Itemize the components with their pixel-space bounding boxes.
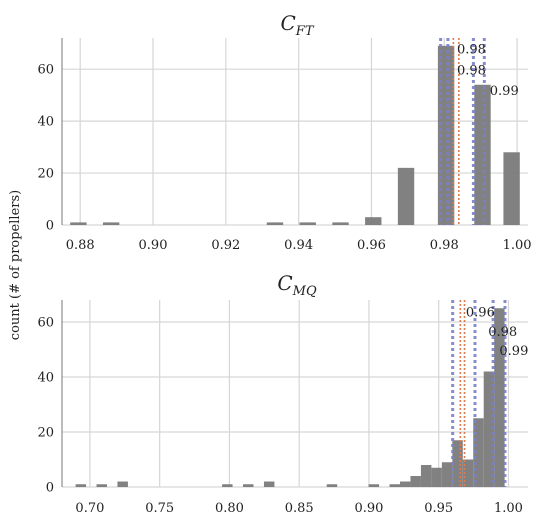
cft-y-tick-label-1: 20 [37,167,54,182]
cft-bar-7 [437,45,455,225]
panel-title-cmq: CMQ [277,271,317,299]
cmq-y-tick-label-2: 40 [37,371,54,386]
cmq-y-tick-label-3: 60 [37,316,54,331]
cmq-bar-18 [494,308,505,487]
cmq-bar-4 [243,484,254,487]
cft-x-tick-label-0: 0.88 [66,238,95,253]
cft-y-tick-label-2: 40 [37,115,54,130]
cft-annotation-0: 0.98 [457,43,486,58]
cmq-bar-11 [420,465,432,487]
cft-bar-1 [102,222,120,225]
cft-x-tick-label-1: 0.90 [139,238,168,253]
cmq-bar-10 [410,476,421,487]
cft-annotation-2: 0.99 [490,84,519,99]
cmq-x-tick-label-2: 0.80 [215,501,244,516]
cft-bar-9 [503,152,520,225]
cmq-bar-6 [326,484,338,487]
cmq-bar-0 [75,484,87,487]
cmq-bar-8 [389,484,400,487]
panel-title-cmq-sub: MQ [292,284,317,299]
cft-x-tick-label-6: 1.00 [503,238,532,253]
panel-cmq: CMQ 0.96 0.98 0.99 0.70 0.75 0.80 0.85 0.90 0.95… [37,271,528,516]
cmq-y-tick-label-0: 0 [46,481,54,496]
cmq-bar-14 [452,440,463,487]
cft-bar-2 [266,222,284,225]
cmq-y-tick-label-1: 20 [37,426,54,441]
cft-y-tick-label-0: 0 [46,219,54,234]
cmq-bar-7 [368,484,380,487]
cft-y-tick-label-3: 60 [37,63,54,78]
cmq-annotation-2: 0.99 [499,344,528,359]
cmq-bar-2 [117,481,128,487]
cmq-x-tick-label-3: 0.85 [285,501,314,516]
cmq-bar-12 [431,467,442,487]
cmq-annotation-1: 0.98 [488,325,517,340]
panel-title-cft-main: C [280,11,295,35]
cft-bar-3 [299,222,316,225]
cmq-x-tick-label-5: 0.95 [424,501,453,516]
cft-bar-4 [332,222,349,225]
panel-title-cmq-main: C [277,271,292,295]
cmq-x-tick-label-1: 0.75 [145,501,174,516]
panel-cft: CFT 0.98 0.98 0.99 0.88 0.90 0.92 0.94 0.96 0.98… [37,11,531,253]
cmq-bar-3 [222,484,233,487]
cmq-bar-1 [96,484,107,487]
cmq-bar-15 [462,459,474,487]
cmq-x-tick-label-0: 0.70 [75,501,104,516]
cmq-x-tick-label-4: 0.90 [354,501,383,516]
panel-title-cft-sub: FT [295,24,315,39]
cft-x-tick-label-2: 0.92 [211,238,240,253]
cmq-bar-13 [441,462,453,487]
cmq-bar-9 [399,481,411,487]
cmq-bar-16 [473,418,484,487]
cmq-annotation-0: 0.96 [466,306,495,321]
cft-bar-8 [474,84,491,225]
y-axis-label: count (# of propellers) [8,190,23,340]
cmq-x-tick-label-6: 1.00 [494,501,523,516]
cft-bar-6 [397,167,415,225]
cft-bar-0 [70,222,87,225]
cmq-bar-17 [483,371,495,487]
cft-annotation-1: 0.98 [457,63,486,78]
cft-x-tick-label-4: 0.96 [357,238,386,253]
cft-x-tick-label-3: 0.94 [284,238,313,253]
panel-title-cft: CFT [280,11,314,39]
cft-x-tick-label-5: 0.98 [430,238,459,253]
cmq-bar-5 [263,481,275,487]
cft-bar-5 [365,217,382,225]
